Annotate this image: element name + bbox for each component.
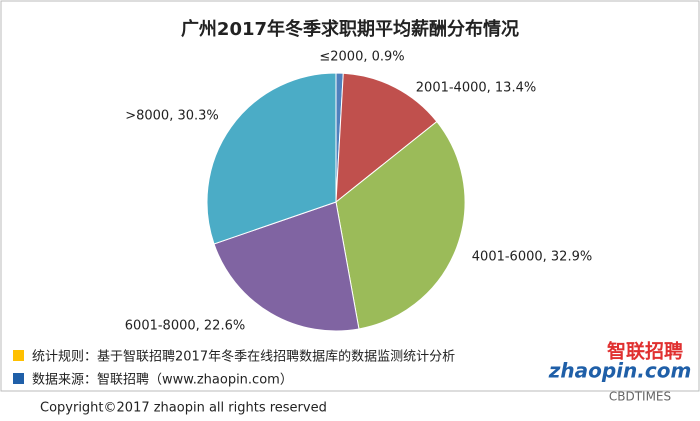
chart-title: 广州2017年冬季求职期平均薪酬分布情况 bbox=[181, 18, 519, 40]
pie-slice bbox=[335, 72, 438, 204]
note: 数据来源：智联招聘（www.zhaopin.com） bbox=[32, 373, 293, 388]
note: 统计规则：基于智联招聘2017年冬季在线招聘数据库的数据监测统计分析 bbox=[32, 349, 455, 365]
pie-slice bbox=[213, 201, 360, 332]
logo-cn: 智联招聘 bbox=[607, 340, 683, 363]
note-marker bbox=[13, 373, 24, 384]
watermark: CBDTIMES bbox=[609, 390, 671, 404]
data-label: 6001-8000, 22.6% bbox=[125, 319, 245, 334]
data-label: 2001-4000, 13.4% bbox=[416, 81, 536, 96]
pie-slice bbox=[335, 120, 466, 330]
data-label: ≤2000, 0.9% bbox=[319, 50, 404, 65]
logo-en: zhaopin.com bbox=[548, 359, 692, 383]
note-marker bbox=[13, 350, 24, 361]
data-label: 4001-6000, 32.9% bbox=[472, 250, 592, 265]
copyright: Copyright©2017 zhaopin all rights reserv… bbox=[40, 401, 327, 416]
data-label: >8000, 30.3% bbox=[125, 109, 219, 124]
pie-slice bbox=[206, 72, 337, 245]
